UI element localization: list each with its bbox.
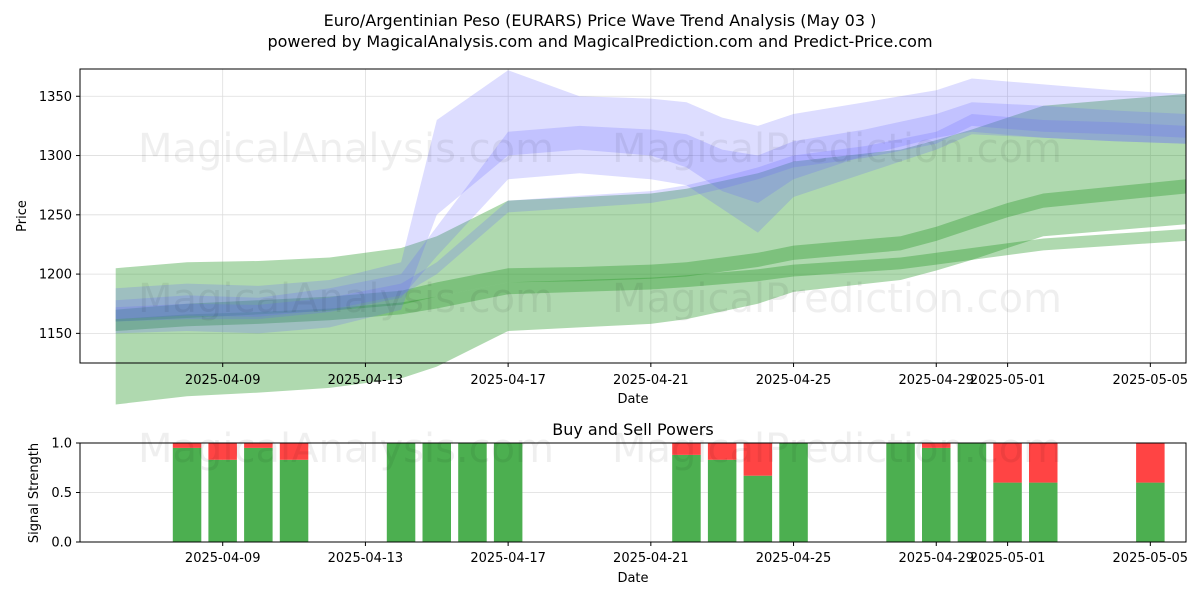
sell-bar [922, 443, 951, 448]
price-band-blue [115, 70, 1187, 334]
signal-x-tick-label: 2025-04-29 [898, 551, 974, 566]
price-grid [80, 69, 1186, 363]
signal-panel: Buy and Sell Powers MagicalAnalysis.com … [27, 420, 1188, 586]
signal-y-label: Signal Strength [27, 443, 42, 543]
watermark-prediction: MagicalPrediction.com [612, 426, 1062, 472]
signal-x-tick-label: 2025-04-13 [328, 551, 404, 566]
watermark-analysis: MagicalAnalysis.com [138, 426, 554, 472]
price-x-tick-label: 2025-04-17 [470, 373, 546, 388]
price-x-tick-label: 2025-04-13 [328, 373, 404, 388]
price-band-green [115, 229, 1187, 331]
sell-bar [1029, 443, 1058, 483]
chart-subtitle: powered by MagicalAnalysis.com and Magic… [267, 32, 932, 51]
sell-bar [1136, 443, 1165, 483]
price-wave-panel: MagicalAnalysis.com MagicalPrediction.co… [15, 68, 1188, 407]
signal-y-tick-label: 0.5 [51, 486, 72, 501]
signal-title: Buy and Sell Powers [552, 420, 714, 439]
price-x-tick-label: 2025-05-05 [1113, 373, 1189, 388]
buy-bar [172, 447, 202, 542]
signal-y-ticks: 0.0 0.5 1.0 [51, 437, 80, 551]
price-y-ticks: 1150 1200 1250 1300 1350 [39, 90, 80, 342]
buy-bar [1136, 482, 1165, 542]
price-axes-frame [79, 68, 1187, 364]
price-x-tick-label: 2025-04-25 [756, 373, 832, 388]
price-x-label: Date [617, 392, 648, 407]
buy-bar [386, 443, 416, 542]
price-y-tick-label: 1350 [39, 90, 72, 105]
buy-bar [244, 447, 273, 542]
buy-bar [422, 443, 451, 542]
buy-bar [993, 482, 1022, 542]
buy-bar [208, 459, 237, 542]
sell-bar [172, 443, 202, 448]
signal-x-tick-label: 2025-04-25 [756, 551, 832, 566]
signal-x-ticks: 2025-04-09 2025-04-13 2025-04-17 2025-04-21… [185, 542, 1188, 566]
buy-bar [493, 443, 523, 542]
buy-bar [1029, 482, 1058, 542]
price-y-label: Price [15, 200, 30, 232]
signal-watermarks: MagicalAnalysis.com MagicalPrediction.co… [138, 426, 1062, 472]
buy-bar [743, 475, 773, 542]
buy-bar [458, 443, 487, 542]
signal-x-tick-label: 2025-04-17 [470, 551, 546, 566]
signal-y-tick-label: 0.0 [51, 536, 72, 551]
signal-x-tick-label: 2025-04-21 [613, 551, 689, 566]
buy-bar [886, 443, 915, 542]
price-bands [115, 70, 1187, 405]
price-x-tick-label: 2025-04-21 [613, 373, 689, 388]
price-band-blue [115, 102, 1187, 322]
watermark-analysis: MagicalAnalysis.com [138, 126, 554, 172]
price-x-ticks: 2025-04-09 2025-04-13 2025-04-17 2025-04-21… [185, 363, 1188, 388]
signal-x-tick-label: 2025-04-09 [185, 551, 261, 566]
watermark-analysis: MagicalAnalysis.com [138, 276, 554, 322]
sell-bar [244, 443, 273, 448]
watermark-prediction: MagicalPrediction.com [612, 126, 1062, 172]
sell-bar [672, 443, 701, 455]
sell-bar [279, 443, 309, 460]
price-band-green [115, 93, 1187, 405]
price-x-tick-label: 2025-04-29 [898, 373, 974, 388]
buy-bar [279, 459, 309, 542]
signal-x-tick-label: 2025-05-01 [970, 551, 1046, 566]
signal-y-tick-label: 1.0 [51, 437, 72, 452]
price-y-tick-label: 1250 [39, 208, 72, 223]
price-y-tick-label: 1200 [39, 268, 72, 283]
buy-bar [672, 454, 701, 542]
buy-bar [957, 443, 987, 542]
price-watermarks: MagicalAnalysis.com MagicalPrediction.co… [138, 126, 1062, 322]
sell-bar [993, 443, 1022, 483]
price-y-tick-label: 1300 [39, 149, 72, 164]
chart-title: Euro/Argentinian Peso (EURARS) Price Wav… [324, 11, 877, 30]
watermark-prediction: MagicalPrediction.com [612, 276, 1062, 322]
price-y-tick-label: 1150 [39, 327, 72, 342]
price-band-green [115, 179, 1187, 322]
sell-bar [208, 443, 237, 460]
signal-x-tick-label: 2025-05-05 [1113, 551, 1189, 566]
buy-bar [779, 443, 808, 542]
buy-bar [707, 459, 737, 542]
price-x-tick-label: 2025-05-01 [970, 373, 1046, 388]
buy-bar [922, 447, 951, 542]
signal-x-label: Date [617, 571, 648, 586]
sell-bar [707, 443, 737, 460]
price-x-tick-label: 2025-04-09 [185, 373, 261, 388]
signal-bars [172, 443, 1165, 542]
sell-bar [743, 443, 773, 476]
